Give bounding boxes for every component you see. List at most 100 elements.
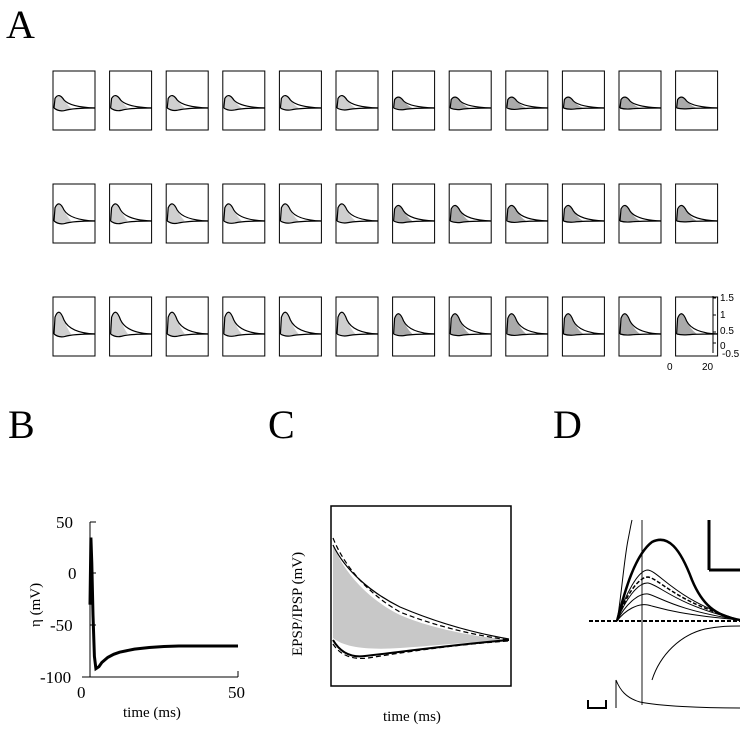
small-plot-frame — [335, 296, 379, 357]
small-plot-epsp — [110, 311, 152, 335]
panel-c-frame — [330, 505, 512, 687]
small-plot-ipsp — [280, 333, 322, 337]
small-plot-ipsp — [336, 220, 379, 224]
small-plot-shade — [337, 203, 356, 223]
small-plot-epsp — [223, 203, 265, 222]
small-plot-frame — [675, 296, 719, 357]
small-plot-epsp — [562, 313, 605, 335]
small-plot-shade — [280, 203, 299, 223]
small-plot-epsp — [562, 204, 605, 222]
small-plot-shade — [450, 205, 470, 223]
small-plot-shade — [620, 205, 640, 222]
panel-a-axis: 1.5 1 0.5 0 -0.5 0 20 — [667, 293, 740, 373]
small-plot-frame — [448, 183, 492, 244]
small-plot-shade — [676, 96, 697, 109]
small-plot-shade — [110, 95, 128, 111]
small-plot-frame — [109, 296, 153, 357]
small-plot-frame — [561, 296, 605, 357]
small-plot-shade — [506, 313, 527, 336]
small-plot-epsp — [449, 96, 492, 109]
small-plot-shade — [223, 311, 242, 337]
panel-a-ytick-3: 0 — [720, 341, 726, 352]
small-plot-epsp — [166, 95, 209, 109]
small-plot-frame — [618, 183, 662, 244]
small-plot-frame — [52, 183, 96, 244]
small-plot-epsp — [676, 96, 718, 109]
small-plot-shade — [393, 205, 413, 223]
small-plot-shade — [54, 203, 71, 224]
small-plot-shade — [110, 311, 128, 337]
small-plot-ipsp — [563, 220, 605, 223]
small-plot-ipsp — [449, 333, 492, 337]
small-plot-frame — [392, 296, 436, 357]
small-plot-frame — [222, 183, 266, 244]
small-plot-shade — [563, 205, 584, 223]
panel-d-plot — [587, 519, 740, 709]
small-plot-frame — [505, 296, 549, 357]
small-plot-ipsp — [676, 220, 718, 223]
small-plot-shade — [506, 96, 527, 110]
panel-b-eta-curve — [88, 537, 238, 672]
small-plot-ipsp — [166, 333, 209, 338]
panel-b-ytick-minus50: -50 — [50, 616, 73, 635]
small-plot-ipsp — [166, 107, 209, 112]
small-plot-frame — [52, 296, 96, 357]
small-plot-epsp — [393, 313, 435, 335]
small-plot-epsp — [166, 203, 209, 222]
small-plot-epsp — [676, 313, 718, 335]
small-plot-shade — [280, 95, 299, 110]
small-plot-frame — [165, 70, 209, 131]
small-plot-frame — [165, 296, 209, 357]
small-plot-shade — [563, 96, 584, 110]
small-plot-ipsp — [53, 220, 96, 225]
small-plot-epsp — [393, 204, 435, 222]
small-plot-shade — [393, 96, 413, 110]
small-plot-epsp — [506, 204, 548, 222]
small-plot-ipsp — [563, 107, 605, 110]
small-plot-frame — [392, 70, 436, 131]
panel-b-xtick-50: 50 — [228, 683, 245, 702]
panel-b-xtick-0: 0 — [77, 683, 86, 702]
small-plot-ipsp — [506, 220, 548, 224]
small-plot-frame — [448, 296, 492, 357]
small-plot-ipsp — [393, 220, 435, 224]
panel-d-response-dashed — [616, 576, 740, 622]
small-plot-frame — [52, 70, 96, 131]
small-plot-ipsp — [223, 333, 265, 337]
panel-b-plot: 50 0 -50 -100 0 50 time (ms) η (mV) — [28, 513, 245, 721]
small-plot-epsp — [53, 203, 96, 222]
small-plot-ipsp — [336, 107, 379, 111]
small-plot-frame — [109, 70, 153, 131]
small-plot-epsp — [279, 203, 322, 222]
small-plot-frame — [278, 70, 322, 131]
small-plot-ipsp — [53, 333, 96, 338]
panel-c-epsp-solid — [332, 544, 510, 640]
small-plot-frame — [561, 183, 605, 244]
panel-b-ytick-50: 50 — [56, 513, 73, 532]
small-plot-shade — [563, 313, 584, 336]
panel-d-response-3 — [616, 593, 740, 622]
small-plot-ipsp — [166, 220, 209, 225]
small-plot-epsp — [336, 311, 379, 335]
small-plot-shade — [280, 311, 299, 336]
panel-c-xlabel: time (ms) — [383, 709, 441, 725]
small-plot-epsp — [336, 203, 379, 222]
panel-d-response-2 — [616, 582, 740, 622]
panel-a-xtick-1: 20 — [702, 362, 714, 373]
small-plot-epsp — [223, 95, 265, 109]
small-plot-shade — [450, 96, 470, 110]
small-plot-epsp — [279, 95, 322, 109]
small-plot-epsp — [449, 313, 492, 335]
small-plot-shade — [450, 313, 470, 336]
small-plot-shade — [167, 95, 185, 111]
small-plot-epsp — [110, 203, 152, 222]
panel-letter-a: A — [6, 2, 35, 47]
small-plot-shade — [506, 205, 527, 223]
small-plot-shade — [620, 96, 640, 109]
small-plot-epsp — [336, 95, 379, 109]
small-plot-ipsp — [336, 333, 379, 337]
panel-a-ytick-4: -0.5 — [722, 349, 740, 360]
small-plot-frame — [561, 70, 605, 131]
small-plot-frame — [505, 70, 549, 131]
panel-letter-c: C — [268, 402, 295, 447]
